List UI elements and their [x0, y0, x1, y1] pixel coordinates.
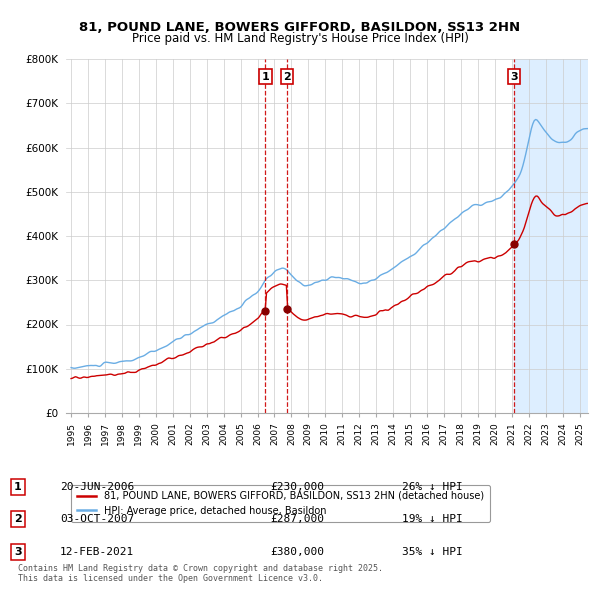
Text: 1: 1	[262, 72, 269, 81]
Text: 3: 3	[14, 547, 22, 556]
Text: 2: 2	[283, 72, 291, 81]
Text: 19% ↓ HPI: 19% ↓ HPI	[402, 514, 463, 524]
Text: 20-JUN-2006: 20-JUN-2006	[60, 482, 134, 491]
Text: 03-OCT-2007: 03-OCT-2007	[60, 514, 134, 524]
Text: 2: 2	[14, 514, 22, 524]
Text: 81, POUND LANE, BOWERS GIFFORD, BASILDON, SS13 2HN: 81, POUND LANE, BOWERS GIFFORD, BASILDON…	[79, 21, 521, 34]
Text: 1: 1	[14, 482, 22, 491]
Legend: 81, POUND LANE, BOWERS GIFFORD, BASILDON, SS13 2HN (detached house), HPI: Averag: 81, POUND LANE, BOWERS GIFFORD, BASILDON…	[71, 485, 490, 522]
Text: £230,000: £230,000	[270, 482, 324, 491]
Text: Contains HM Land Registry data © Crown copyright and database right 2025.
This d: Contains HM Land Registry data © Crown c…	[18, 563, 383, 583]
Text: £380,000: £380,000	[270, 547, 324, 556]
Text: 3: 3	[510, 72, 518, 81]
Text: 12-FEB-2021: 12-FEB-2021	[60, 547, 134, 556]
Text: £287,000: £287,000	[270, 514, 324, 524]
Text: Price paid vs. HM Land Registry's House Price Index (HPI): Price paid vs. HM Land Registry's House …	[131, 32, 469, 45]
Bar	[514, 59, 588, 413]
Text: 35% ↓ HPI: 35% ↓ HPI	[402, 547, 463, 556]
Text: 26% ↓ HPI: 26% ↓ HPI	[402, 482, 463, 491]
